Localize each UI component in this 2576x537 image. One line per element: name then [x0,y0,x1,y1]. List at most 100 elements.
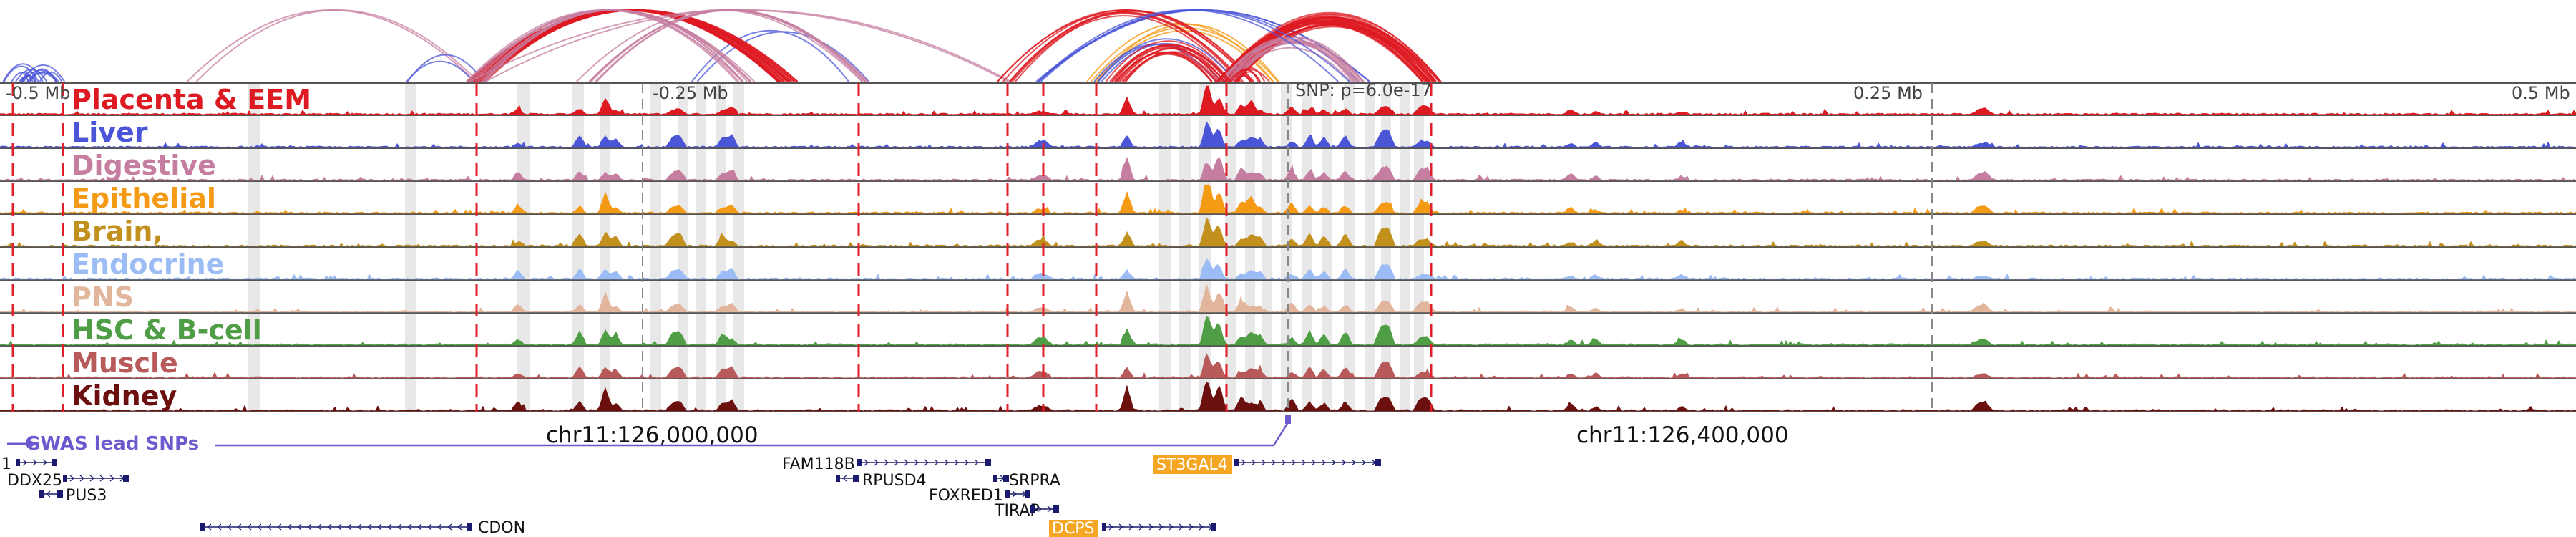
gene-exon [1030,505,1035,513]
gene-label-ddx25: DDX25 [7,472,62,490]
loop-arc [186,9,476,82]
gene-label-rpusd4: RPUSD4 [862,472,927,490]
loop-arc [2,63,44,82]
track-label-hsc: HSC & B-cell [72,314,262,346]
gene-exon [1102,523,1106,531]
chromatin-loop-arcs [2,9,1442,82]
track-signal [0,316,2576,346]
gene-strand-chevron [377,523,382,531]
loop-arc [1238,71,1261,82]
gene-strand-chevron [257,523,262,531]
track-signal [0,353,2576,379]
gene-label-1: 1 [1,455,11,473]
loop-arc [1234,68,1259,82]
gene-strand-chevron [842,475,847,482]
gene-strand-chevron [1169,523,1174,531]
gene-exon [1211,523,1216,531]
gene-strand-chevron [1261,459,1266,466]
loop-arc [406,60,474,82]
gene-strand-chevron [317,523,322,531]
loop-arc [26,72,58,82]
gene-label-fam118b: FAM118B [782,455,855,473]
gene-strand-chevron [407,523,412,531]
gene-strand-chevron [1189,523,1194,531]
gene-exon [39,490,44,498]
gene-strand-chevron [944,459,949,466]
gene-strand-chevron [884,459,889,466]
gene-strand-chevron [22,459,27,466]
gene-strand-chevron [1199,523,1204,531]
gene-exon [1053,505,1059,513]
gene-strand-chevron [437,523,442,531]
gene-exon [1005,490,1010,498]
gene-strand-chevron [1301,459,1306,466]
scale-left-tick: -0.5 Mb [6,83,70,103]
gene-strand-chevron [1251,459,1256,466]
gene-label-pus3: PUS3 [66,487,107,505]
gene-strand-chevron [367,523,372,531]
gene-exon [1234,459,1239,466]
gene-strand-chevron [1037,505,1042,513]
gene-strand-chevron [1241,459,1246,466]
loop-arc [23,69,59,82]
gene-strand-chevron [1281,459,1286,466]
loop-arc [195,9,479,82]
gene-strand-chevron [42,459,47,466]
gene-strand-chevron [1351,459,1356,466]
gene-strand-chevron [904,459,909,466]
gene-strand-chevron [109,475,114,482]
loop-arc [21,64,66,82]
gene-strand-chevron [1271,459,1276,466]
loop-arc [479,9,796,82]
gene-label-cdon: CDON [478,519,525,537]
loop-arc [1229,19,1440,82]
gene-strand-chevron [1321,459,1326,466]
gene-exon [16,459,20,466]
loop-arc [691,29,849,82]
gene-strand-chevron [1361,459,1366,466]
gene-strand-chevron [32,459,37,466]
track-label-placenta: Placenta & EEM [72,84,311,115]
gene-strand-chevron [337,523,342,531]
gene-strand-chevron [217,523,222,531]
gene-exon [52,459,57,466]
gene-strand-chevron [974,459,979,466]
gene-strand-chevron [99,475,104,482]
gene-label-st3gal4: ST3GAL4 [1156,456,1228,474]
gene-exon [1025,490,1030,498]
gene-strand-chevron [1148,523,1153,531]
loop-arc [997,9,1252,82]
snp-pvalue-label: SNP: p=6.0e-17 [1295,80,1432,100]
gwas-track: GWAS lead SNPs [7,415,1291,455]
gene-strand-chevron [864,459,869,466]
loop-arc [576,9,863,82]
gene-strand-chevron [397,523,402,531]
loop-arc [1216,16,1437,82]
gene-exon [1003,475,1009,482]
loop-arc [1121,51,1226,82]
gwas-label: GWAS lead SNPs [25,433,199,455]
gene-highlight-dcps [1049,520,1098,537]
track-labels: Placenta & EEM Liver Digestive Epithelia… [72,84,311,412]
gene-exon [857,459,862,466]
loop-arc [1105,40,1231,82]
gene-strand-chevron [307,523,312,531]
gene-strand-chevron [357,523,362,531]
track-signal [0,184,2576,214]
gene-strand-chevron [914,459,919,466]
gene-strand-chevron [277,523,282,531]
gene-strand-chevron [894,459,899,466]
track-label-liver: Liver [72,117,148,148]
gwas-arrow-head [29,440,37,448]
gene-exon [200,523,205,531]
gene-strand-chevron [417,523,422,531]
gene-strand-chevron [1047,505,1052,513]
gene-strand-chevron [1128,523,1133,531]
gene-strand-chevron [207,523,212,531]
track-signal [0,258,2576,280]
gene-label-foxred1: FOXRED1 [929,487,1003,505]
loop-arc [1226,39,1359,82]
gene-strand-chevron [954,459,959,466]
gene-exon [985,459,991,466]
